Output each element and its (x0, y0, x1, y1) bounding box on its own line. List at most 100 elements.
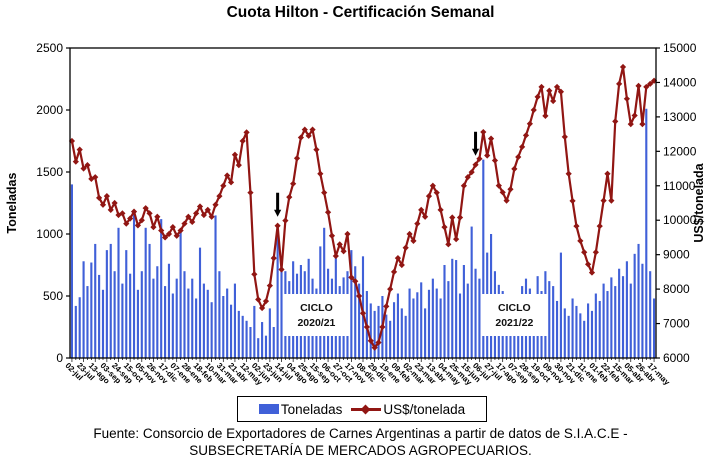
bar (152, 278, 155, 358)
bar (641, 263, 644, 358)
bar (462, 265, 465, 358)
bar (400, 308, 403, 358)
diamond-marker (635, 82, 642, 89)
diamond-marker (258, 304, 266, 312)
diamond-marker (608, 197, 615, 204)
bar (373, 310, 376, 358)
diamond-marker (80, 165, 87, 172)
diamond-marker (321, 189, 328, 196)
bar (416, 292, 419, 358)
cycle-arrows (274, 131, 480, 217)
diamond-marker (204, 206, 211, 213)
bar (412, 298, 415, 358)
bar (451, 258, 454, 358)
diamond-marker (387, 286, 394, 293)
bar (548, 281, 551, 358)
bar (618, 268, 621, 358)
cycle-arrow-head (471, 148, 480, 156)
bar (202, 283, 205, 358)
diamond-marker (379, 323, 386, 331)
diamond-marker (169, 224, 176, 231)
diamond-marker (336, 241, 343, 248)
bar (396, 293, 399, 358)
diamond-marker (356, 292, 363, 300)
bar (156, 266, 159, 358)
diamond-marker (429, 182, 436, 189)
diamond-marker (189, 218, 196, 226)
bar (94, 243, 97, 358)
bar (637, 243, 640, 358)
diamond-marker (600, 197, 607, 204)
diamond-marker (616, 80, 623, 87)
diamond-marker (418, 206, 425, 213)
bar (105, 250, 108, 358)
diamond-marker (305, 132, 312, 139)
diamond-marker (231, 151, 239, 158)
cycle-annotation-text: 2021/22 (495, 317, 533, 329)
diamond-marker (588, 269, 596, 276)
bar (198, 247, 202, 358)
diamond-marker (530, 106, 537, 114)
bar (567, 315, 570, 358)
diamond-marker (491, 157, 499, 164)
diamond-marker (119, 210, 126, 217)
right-axis-tick-label: 13000 (663, 110, 697, 124)
diamond-marker (107, 206, 114, 213)
diamond-marker (301, 126, 308, 133)
bar (90, 262, 93, 358)
bar (86, 286, 89, 358)
right-axis-tick-label: 14000 (663, 75, 697, 89)
bar (358, 283, 361, 358)
right-axis-tick-label: 8000 (663, 282, 690, 296)
diamond-marker (414, 220, 421, 227)
diamond-marker (627, 121, 634, 128)
diamond-marker (68, 137, 76, 145)
diamond-marker (76, 146, 83, 153)
bar (443, 265, 446, 358)
left-axis-tick-label: 2000 (36, 103, 63, 117)
diamond-marker (239, 137, 246, 145)
diamond-marker (138, 217, 145, 224)
diamond-marker (111, 199, 118, 207)
bar (377, 305, 380, 358)
bar (571, 298, 574, 358)
cycle-annotation-text: CICLO (300, 302, 333, 314)
diamond-marker (433, 189, 440, 196)
bar (559, 252, 562, 358)
diamond-marker (553, 83, 561, 91)
right-axis-tick-label: 15000 (663, 41, 697, 55)
bar (140, 271, 143, 358)
diamond-marker (371, 344, 378, 351)
diamond-marker (103, 193, 110, 200)
right-axis-tick-label: 12000 (663, 144, 697, 158)
bar (350, 250, 353, 358)
bar (466, 283, 469, 358)
diamond-marker (569, 197, 576, 205)
bar (280, 267, 283, 358)
bar (241, 315, 244, 358)
bar (98, 274, 101, 358)
diamond-marker (309, 126, 316, 133)
diamond-marker (227, 179, 235, 186)
bar (132, 211, 136, 358)
legend-item-toneladas: Toneladas (258, 402, 342, 417)
bar (144, 227, 147, 358)
bar (222, 296, 225, 358)
diamond-marker (150, 224, 157, 231)
diamond-marker (596, 222, 603, 230)
diamond-marker (328, 232, 336, 239)
diamond-marker (352, 278, 359, 285)
diamond-marker (526, 120, 533, 127)
diamond-marker (84, 162, 91, 169)
cycle-arrow-head (274, 209, 282, 217)
diamond-marker (519, 143, 526, 150)
diamond-marker (522, 132, 530, 139)
price-line-series (68, 63, 658, 351)
diamond-marker (495, 182, 502, 189)
diamond-marker (99, 201, 107, 208)
right-axis-tick-label: 6000 (663, 351, 690, 365)
bar (478, 278, 481, 358)
bar (229, 304, 233, 358)
